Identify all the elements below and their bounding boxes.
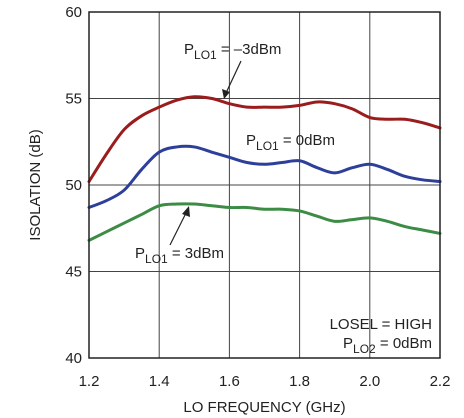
series-line-1 (87, 144, 442, 209)
losel-label: LOSEL = HIGH (330, 316, 432, 333)
annotation-plo1-0dbm-p: P (246, 132, 256, 149)
y-tick-label-4: 60 (65, 4, 82, 21)
y-tick-label-0: 40 (65, 350, 82, 367)
x-tick-label-5: 2.2 (430, 373, 451, 390)
annotation-plo1-3dbm-sub: LO1 (145, 252, 168, 266)
annotation-plo1-neg3dbm-sub: LO1 (194, 48, 217, 62)
y-tick-label-3: 55 (65, 91, 82, 108)
series-line-0 (87, 95, 442, 184)
y-tick-label-2: 50 (65, 177, 82, 194)
x-tick-label-4: 2.0 (359, 373, 380, 390)
annotation-plo1-3dbm-p: P (135, 245, 145, 262)
x-tick-labels: 1.2 1.4 1.6 1.8 2.0 2.2 (79, 373, 451, 390)
y-tick-labels: 40 45 50 55 60 (65, 4, 82, 367)
annotation-plo1-0dbm: PLO1 = 0dBm (246, 132, 335, 153)
annotation-plo1-neg3dbm-p: P (184, 41, 194, 58)
y-axis-title: ISOLATION (dB) (27, 129, 44, 240)
plo2-label-value: = 0dBm (376, 335, 432, 352)
plo2-label-sub: LO2 (353, 342, 376, 356)
x-tick-label-2: 1.6 (219, 373, 240, 390)
plo2-label-p: P (343, 335, 353, 352)
annotation-plo1-0dbm-sub: LO1 (256, 139, 279, 153)
annotation-plo1-3dbm: PLO1 = 3dBm (135, 245, 224, 266)
annotation-plo1-3dbm-value: = 3dBm (168, 245, 224, 262)
plo2-label: PLO2 = 0dBm (343, 335, 432, 356)
annotation-plo1-neg3dbm: PLO1 = –3dBm (184, 41, 281, 62)
series-group (87, 95, 442, 242)
series-line-2 (87, 202, 442, 242)
annotation-arrow-3dbm (169, 212, 187, 246)
annotation-plo1-neg3dbm-value: = –3dBm (217, 41, 282, 58)
y-tick-label-1: 45 (65, 264, 82, 281)
x-axis-title: LO FREQUENCY (GHz) (183, 399, 345, 416)
x-tick-label-0: 1.2 (79, 373, 100, 390)
annotation-arrowhead-3dbm (182, 206, 190, 217)
annotation-arrowhead-neg3dbm (222, 89, 230, 99)
x-tick-label-3: 1.8 (289, 373, 310, 390)
annotation-plo1-0dbm-value: = 0dBm (279, 132, 335, 149)
x-tick-label-1: 1.4 (149, 373, 170, 390)
plot-frame (88, 11, 441, 359)
annotation-arrow-neg3dbm (225, 60, 242, 94)
